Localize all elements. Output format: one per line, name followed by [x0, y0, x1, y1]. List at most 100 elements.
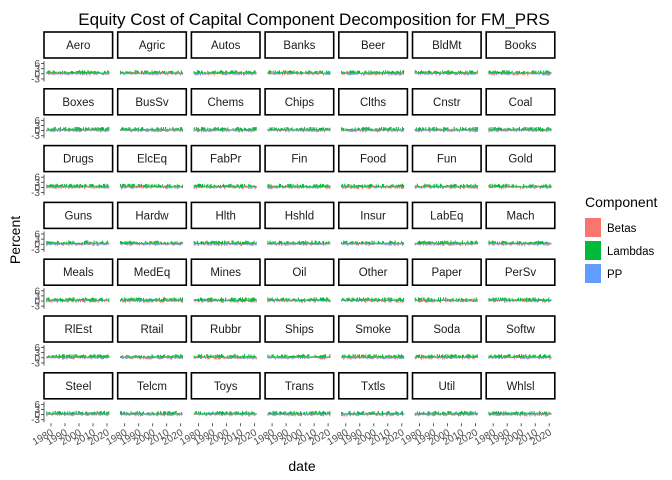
strip-box: [411, 31, 482, 59]
bars: [46, 240, 110, 247]
bars: [341, 240, 405, 247]
facet-labeq: LabEq: [411, 201, 482, 247]
strip-label: Insur: [360, 210, 386, 222]
bars: [341, 183, 405, 190]
strip-label: Aero: [66, 40, 90, 52]
bars: [414, 183, 478, 190]
strip-label: Books: [505, 40, 537, 52]
facet-beer: Beer: [337, 31, 409, 76]
strip-box: [116, 31, 188, 59]
y-tick-label: 3: [34, 235, 40, 246]
strip-label: Guns: [65, 210, 93, 222]
strip-label: ElcEq: [137, 154, 167, 166]
bars: [488, 183, 552, 190]
strip-label: Agric: [139, 40, 165, 52]
strip-box: [264, 88, 335, 116]
strip-label: Autos: [211, 40, 241, 52]
facet-clths: Clths: [337, 88, 409, 133]
strip-label: Gold: [508, 154, 532, 166]
y-tick-label: 6: [34, 116, 40, 127]
y-tick-label: 3: [34, 64, 40, 75]
strip-box: [43, 88, 114, 116]
facet-chems: Chems: [190, 88, 261, 133]
strip-box: [43, 144, 114, 173]
bars: [414, 126, 478, 133]
strip-box: [337, 144, 409, 173]
strip-box: [485, 144, 556, 173]
strip-box: [190, 31, 261, 59]
facet-gold: Gold: [485, 144, 556, 190]
y-tick-label: -3: [31, 245, 40, 256]
strip-label: Clths: [360, 97, 386, 109]
bars: [46, 126, 110, 133]
y-tick-label: 6: [34, 59, 40, 70]
facet-fin: Fin: [264, 144, 335, 190]
strip-box: [190, 88, 261, 116]
bars: [267, 183, 331, 190]
strip-label: Hlth: [215, 210, 235, 222]
y-tick-label: 6: [34, 173, 40, 184]
bars: [414, 240, 478, 247]
facet-books: Books: [485, 31, 556, 76]
strip-box: [43, 31, 114, 59]
bars: [193, 70, 257, 76]
bars: [193, 240, 257, 247]
facet-coal: Coal: [485, 88, 556, 133]
y-tick-label: 0: [34, 183, 40, 194]
strip-label: Cnstr: [433, 97, 461, 109]
facet-aero: Aero 630-3: [31, 31, 114, 85]
bars: [341, 126, 405, 133]
bars: [488, 126, 552, 133]
chart-title: Equity Cost of Capital Component Decompo…: [78, 10, 549, 29]
strip-box: [43, 201, 114, 230]
y-tick-label: -3: [31, 188, 40, 199]
facet-fun: Fun: [411, 144, 482, 190]
strip-box: [190, 144, 261, 173]
y-tick-label: 6: [34, 229, 40, 240]
strip-label: Food: [360, 154, 386, 166]
facet-chips: Chips: [264, 88, 335, 133]
strip-label: Hshld: [285, 210, 314, 222]
facet-guns: Guns 630-3: [31, 201, 114, 256]
strip-box: [190, 201, 261, 230]
bars: [341, 70, 405, 76]
facet-insur: Insur: [337, 201, 409, 247]
strip-label: Coal: [509, 97, 533, 109]
strip-box: [337, 88, 409, 116]
bars: [46, 183, 110, 190]
strip-label: Boxes: [62, 97, 94, 109]
bars: [119, 70, 183, 76]
strip-box: [485, 31, 556, 59]
strip-box: [264, 31, 335, 59]
bars: [267, 126, 331, 133]
y-tick-label: 0: [34, 126, 40, 137]
bars: [119, 240, 183, 247]
facet-food: Food: [337, 144, 409, 190]
strip-box: [337, 201, 409, 230]
strip-label: Fin: [291, 154, 307, 166]
facet-boxes: Boxes 630-3: [31, 88, 114, 142]
strip-box: [337, 31, 409, 59]
bars: [119, 183, 183, 190]
facet-bussv: BusSv: [116, 88, 188, 133]
bars: [46, 70, 110, 76]
facet-agric: Agric: [116, 31, 188, 76]
facet-elceq: ElcEq: [116, 144, 188, 190]
y-tick-label: 0: [34, 69, 40, 80]
facet-drugs: Drugs 630-3: [31, 144, 114, 199]
y-tick-label: 0: [34, 240, 40, 251]
y-tick-label: 3: [34, 178, 40, 189]
bars: [193, 183, 257, 190]
facet-banks: Banks: [264, 31, 335, 76]
strip-label: Hardw: [135, 210, 169, 222]
bars: [414, 70, 478, 76]
strip-label: FabPr: [210, 154, 241, 166]
strip-box: [264, 144, 335, 173]
bars: [267, 240, 331, 247]
facet-cnstr: Cnstr: [411, 88, 482, 133]
bars: [193, 126, 257, 133]
strip-box: [116, 201, 188, 230]
strip-box: [264, 201, 335, 230]
strip-box: [411, 201, 482, 230]
